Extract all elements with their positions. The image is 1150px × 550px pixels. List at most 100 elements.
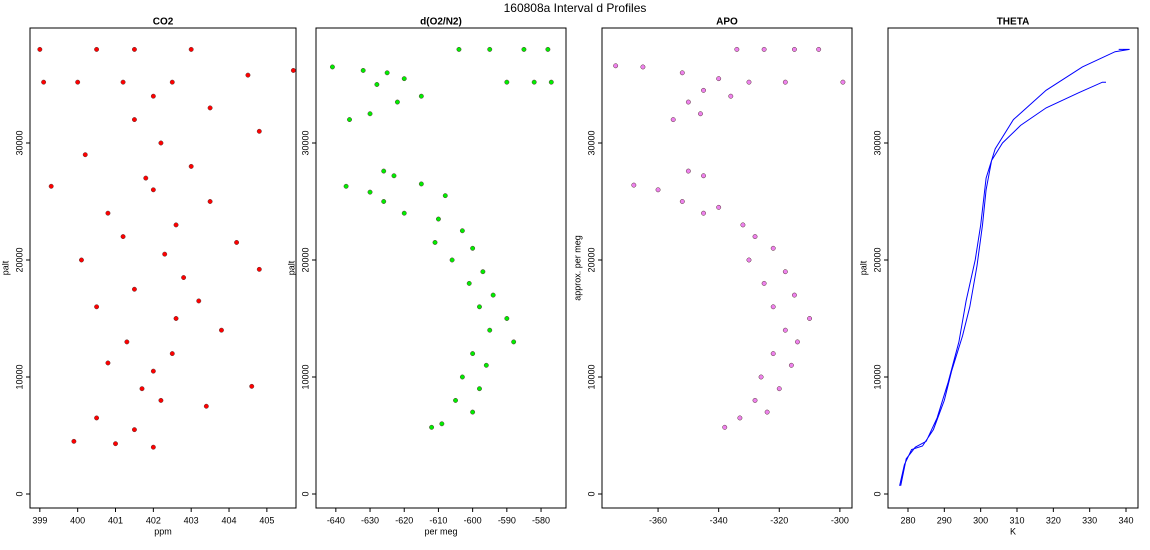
point xyxy=(418,93,424,99)
point xyxy=(381,199,387,204)
line xyxy=(899,48,1130,486)
point xyxy=(816,46,822,52)
y-tick-label: 0 xyxy=(586,491,596,496)
y-tick-label: 0 xyxy=(14,491,24,496)
x-tick-label: -630 xyxy=(361,515,379,525)
point xyxy=(94,46,100,52)
point xyxy=(249,383,255,389)
point xyxy=(782,79,788,85)
x-tick-label: -580 xyxy=(532,515,550,525)
point xyxy=(150,93,156,99)
point xyxy=(740,222,746,228)
x-tick-label: 399 xyxy=(32,515,47,525)
point xyxy=(131,286,137,292)
point xyxy=(795,339,800,345)
x-tick-label: 290 xyxy=(937,515,952,525)
point xyxy=(782,269,788,275)
point xyxy=(105,210,111,216)
point xyxy=(531,79,537,85)
x-tick-label: 402 xyxy=(146,515,161,525)
point xyxy=(716,76,722,82)
point xyxy=(701,87,706,93)
point xyxy=(158,397,164,403)
point xyxy=(79,257,84,263)
y-tick-label: 30000 xyxy=(872,130,882,155)
panel-title: d(O2/N2) xyxy=(420,17,462,28)
x-tick-label: 400 xyxy=(70,515,85,525)
y-tick-label: 30000 xyxy=(300,130,310,155)
point xyxy=(418,181,424,187)
point xyxy=(770,245,776,251)
point xyxy=(162,251,168,257)
point xyxy=(758,374,764,380)
point xyxy=(124,339,130,345)
x-tick-label: 404 xyxy=(222,515,237,525)
point xyxy=(788,362,794,368)
y-tick-label: 10000 xyxy=(14,364,24,389)
point xyxy=(477,386,482,392)
point xyxy=(685,168,691,174)
point xyxy=(256,128,262,134)
point xyxy=(701,173,706,179)
point xyxy=(770,304,776,310)
point xyxy=(764,409,770,415)
point xyxy=(746,79,752,85)
x-tick-label: -610 xyxy=(429,515,447,525)
plot-frame xyxy=(887,27,1139,509)
point xyxy=(256,266,262,272)
point xyxy=(698,111,703,117)
point xyxy=(487,46,493,52)
point xyxy=(188,46,194,52)
point xyxy=(173,316,179,321)
point xyxy=(401,76,407,82)
point xyxy=(150,187,156,193)
point xyxy=(94,304,100,310)
point xyxy=(545,46,551,52)
x-tick-label: 330 xyxy=(1082,515,1097,525)
x-axis-label: ppm xyxy=(154,526,172,536)
y-axis-label: palt xyxy=(858,260,868,275)
point xyxy=(477,304,482,310)
point xyxy=(548,79,554,85)
point xyxy=(374,82,380,87)
point xyxy=(384,70,390,76)
x-tick-label: 403 xyxy=(184,515,199,525)
point xyxy=(685,99,691,105)
x-tick-label: -600 xyxy=(464,515,482,525)
y-tick-label: 20000 xyxy=(14,247,24,272)
y-axis-label: palt xyxy=(0,260,10,275)
y-tick-label: 0 xyxy=(872,491,882,496)
x-tick-label: -590 xyxy=(498,515,516,525)
x-tick-label: 280 xyxy=(900,515,915,525)
panel-title: CO2 xyxy=(153,17,174,28)
point xyxy=(734,46,740,52)
point xyxy=(131,427,137,433)
point xyxy=(459,228,465,234)
point xyxy=(381,168,387,174)
point xyxy=(728,93,734,99)
point xyxy=(207,105,213,111)
point xyxy=(329,64,335,70)
point xyxy=(429,424,435,430)
point xyxy=(449,257,455,263)
y-tick-label: 10000 xyxy=(586,364,596,389)
point xyxy=(761,280,767,286)
point xyxy=(394,99,400,105)
x-tick-label: -640 xyxy=(327,515,345,525)
point xyxy=(655,187,661,193)
x-tick-label: 340 xyxy=(1118,515,1133,525)
point xyxy=(158,140,164,146)
point xyxy=(791,292,797,298)
page-title: 160808a Interval d Profiles xyxy=(504,1,647,15)
point xyxy=(746,257,752,263)
point xyxy=(150,444,156,450)
y-tick-label: 20000 xyxy=(300,247,310,272)
point xyxy=(219,327,224,333)
point xyxy=(504,316,510,321)
point xyxy=(737,415,743,421)
point xyxy=(470,409,476,415)
point xyxy=(453,397,458,403)
point xyxy=(150,368,156,374)
point xyxy=(770,351,776,357)
